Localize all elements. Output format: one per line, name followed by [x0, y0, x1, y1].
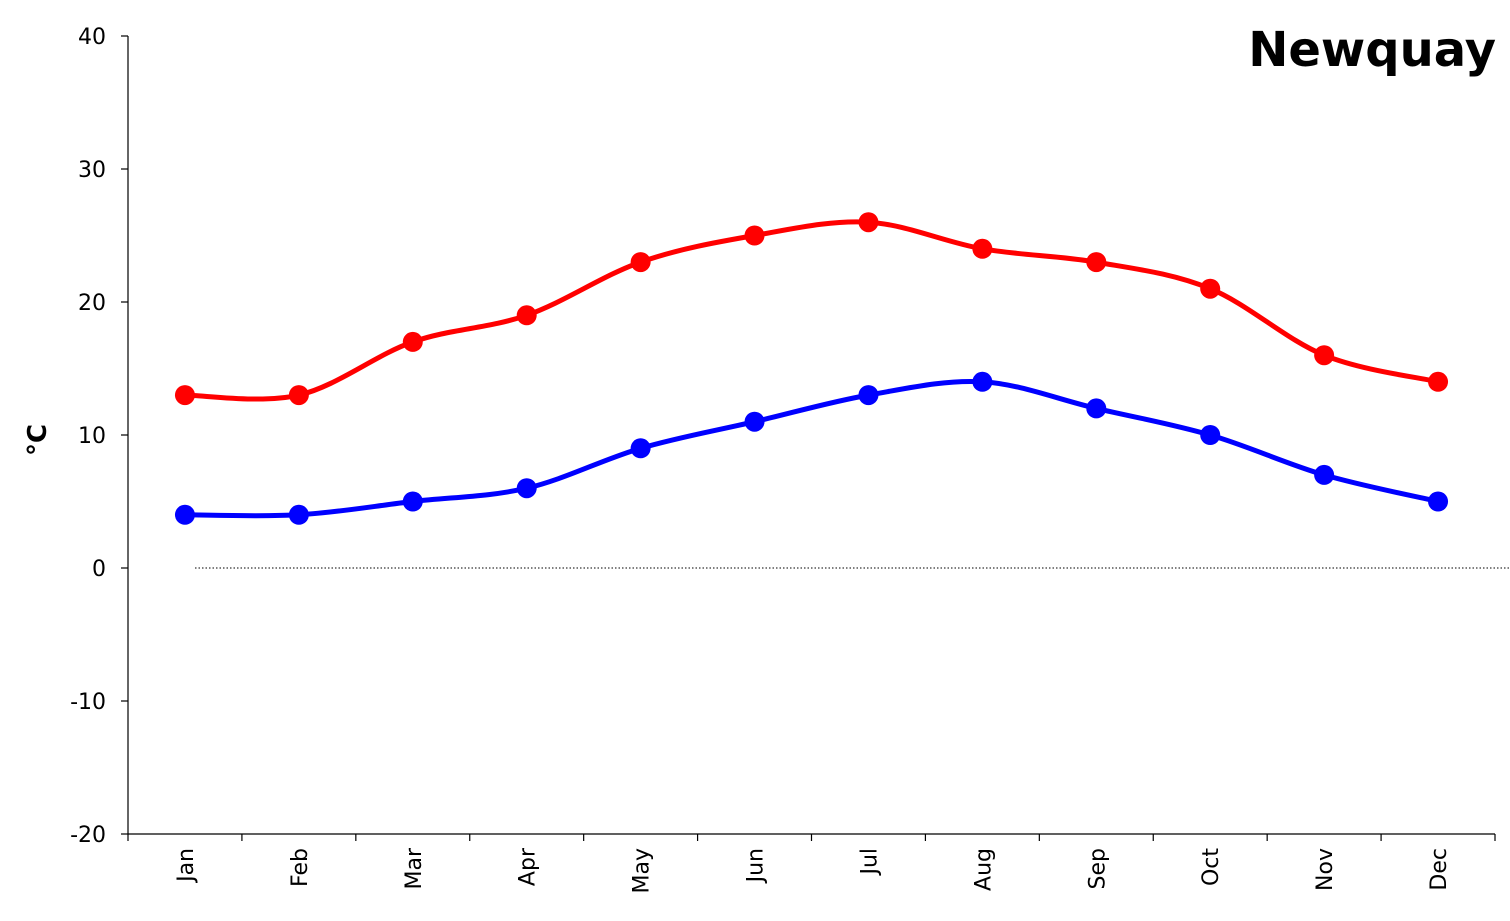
y-tick-label: 0 — [92, 557, 106, 582]
x-tick-label: Jun — [744, 848, 769, 884]
x-tick-label: Sep — [1085, 848, 1110, 889]
data-point-feb — [288, 504, 309, 525]
data-point-jul — [858, 385, 879, 406]
x-tick-label: Nov — [1313, 848, 1338, 891]
data-point-apr — [516, 478, 537, 499]
data-point-dec — [1428, 491, 1449, 512]
data-point-oct — [1200, 278, 1221, 299]
y-axis-label: °C — [23, 424, 53, 456]
series-line — [182, 378, 1441, 519]
data-point-aug — [972, 238, 993, 259]
data-point-feb — [288, 385, 309, 406]
y-tick-label: 20 — [78, 291, 106, 316]
data-point-apr — [516, 305, 537, 326]
series-layer — [174, 212, 1449, 525]
data-point-jul — [858, 212, 879, 233]
series-max-temperature — [174, 212, 1449, 406]
chart-title: Newquay — [1248, 22, 1496, 78]
data-point-mar — [402, 491, 423, 512]
y-tick-label: 40 — [78, 25, 106, 50]
axes — [127, 36, 1510, 835]
data-point-may — [630, 438, 651, 459]
y-tick-label: -20 — [70, 823, 106, 848]
series-line — [182, 219, 1441, 402]
y-axis-ticks: -20 -10 0 10 20 30 40 — [70, 25, 128, 848]
data-point-jun — [744, 411, 765, 432]
y-tick-label: -10 — [70, 690, 106, 715]
data-point-may — [630, 252, 651, 273]
x-tick-label: Jan — [174, 848, 199, 884]
data-point-jan — [174, 504, 195, 525]
x-tick-label: Feb — [288, 848, 313, 887]
data-point-mar — [402, 331, 423, 352]
data-point-sep — [1086, 252, 1107, 273]
series-min-temperature — [174, 371, 1449, 525]
data-point-nov — [1314, 345, 1335, 366]
y-tick-label: 30 — [78, 158, 106, 183]
data-point-aug — [972, 371, 993, 392]
x-axis-ticks: Jan Feb Mar Apr May Jun Jul Aug Sep Oct Nov Dec — [127, 834, 1496, 893]
x-tick-label: Jul — [857, 848, 882, 877]
data-point-jan — [174, 385, 195, 406]
x-tick-label: Aug — [971, 848, 996, 891]
x-tick-label: Mar — [402, 847, 427, 889]
x-tick-label: May — [630, 848, 655, 893]
y-tick-label: 10 — [78, 424, 106, 449]
data-point-oct — [1200, 425, 1221, 445]
x-tick-label: Dec — [1427, 848, 1452, 891]
x-tick-label: Apr — [516, 847, 541, 886]
data-point-jun — [744, 225, 765, 246]
data-point-nov — [1314, 464, 1335, 485]
x-tick-label: Oct — [1199, 848, 1224, 886]
data-point-dec — [1428, 371, 1449, 392]
data-point-sep — [1086, 398, 1107, 419]
